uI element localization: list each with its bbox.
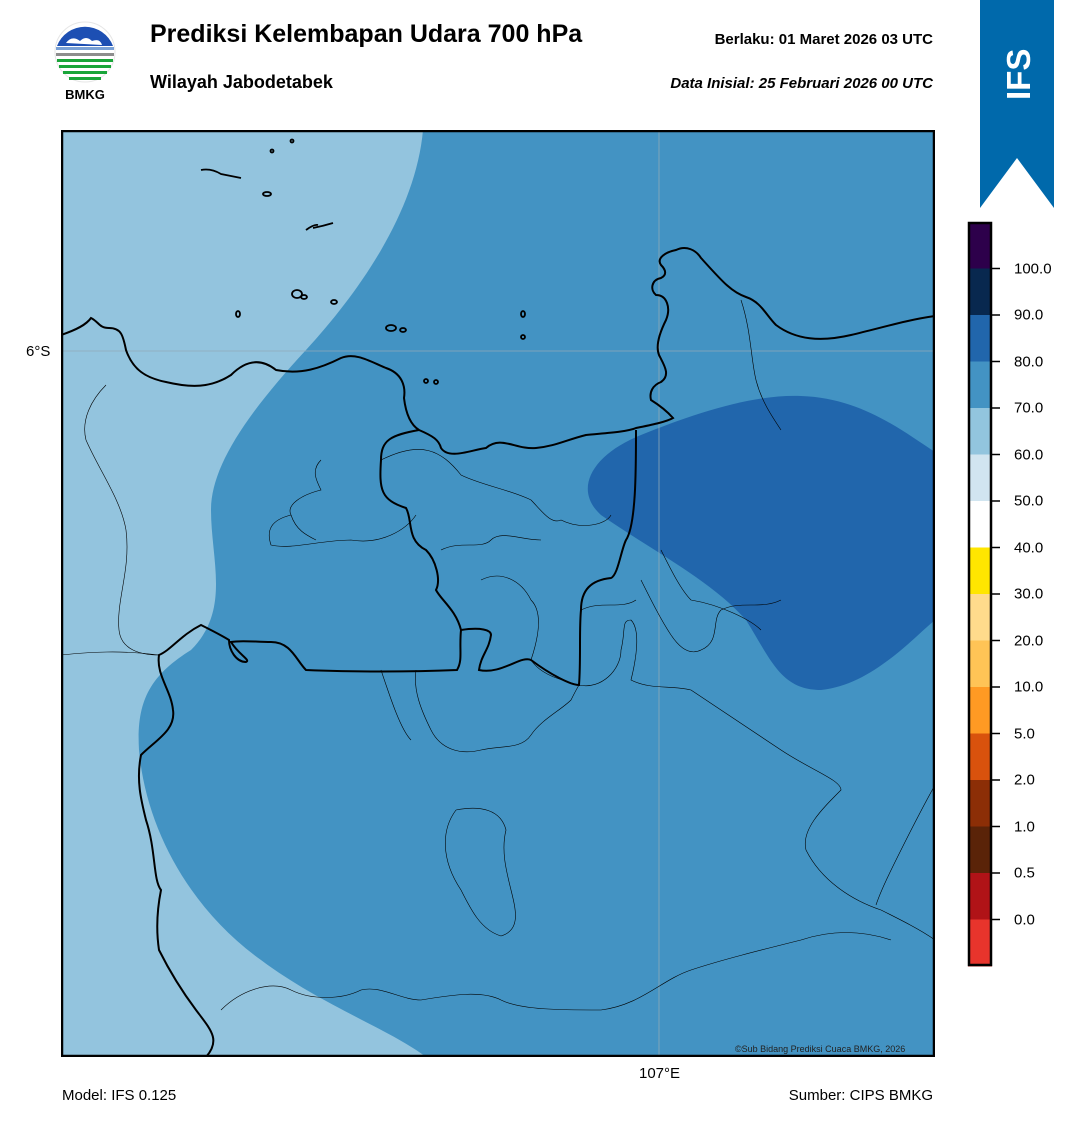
colorbar-label: 30.0 [1014,585,1044,603]
colorbar-label: 0.0 [1014,911,1035,928]
colorbar-label: 1.0 [1014,818,1035,835]
colorbar-label: 90.0 [1014,306,1044,324]
colorbar-border [967,221,993,967]
copyright-text: ©Sub Bidang Prediksi Cuaca BMKG, 2026 [735,1044,906,1054]
map-title: Prediksi Kelembapan Udara 700 hPa [150,20,583,48]
colorbar-segment [968,501,992,548]
colorbar-label: 2.0 [1014,771,1035,789]
colorbar-segment [968,315,992,362]
colorbar [967,221,1000,967]
map-border [61,130,935,1057]
source-label: Sumber: CIPS BMKG [788,1087,933,1104]
district-boundaries [61,299,935,1011]
colorbar-segment [968,687,992,734]
valid-time: Berlaku: 01 Maret 2026 03 UTC [714,31,933,48]
colorbar-segment [968,733,992,781]
model-label: Model: IFS 0.125 [62,1087,177,1104]
ifs-badge: IFS [980,0,1054,208]
colorbar-segment [968,780,992,827]
colorbar-label: 60.0 [1014,446,1044,463]
colorbar-segment [968,547,992,595]
colorbar-label: 0.5 [1014,864,1035,882]
ifs-badge-text: IFS [1000,49,1037,100]
bmkg-logo: BMKG [54,21,116,102]
province-boundary-west [137,429,463,1057]
colorbar-segment [968,594,992,641]
colorbar-label: 5.0 [1014,725,1035,742]
colorbar-label: 10.0 [1014,678,1044,696]
humidity-area-80-90 [587,395,935,690]
colorbar-segment [968,268,992,316]
colorbar-segment [968,222,992,269]
colorbar-label: 100.0 [1014,260,1052,277]
colorbar-segment [968,640,992,688]
colorbar-label: 40.0 [1014,539,1044,556]
province-boundary-east [460,429,637,687]
init-time: Data Inisial: 25 Februari 2026 00 UTC [670,75,933,92]
colorbar-label: 70.0 [1014,399,1044,417]
coastline [61,247,935,455]
colorbar-segment [968,408,992,455]
colorbar-label: 20.0 [1014,632,1044,649]
colorbar-label: 80.0 [1014,353,1044,370]
humidity-area-60-70 [61,130,426,1057]
map-subtitle: Wilayah Jabodetabek [150,72,333,92]
humidity-map [61,130,935,1057]
lon-tick-label: 107°E [639,1065,681,1082]
lat-tick-label: 6°S [26,343,51,360]
colorbar-label: 50.0 [1014,492,1044,510]
colorbar-segment [968,454,992,502]
colorbar-segment [968,873,992,920]
logo-text: BMKG [65,87,105,102]
colorbar-segment [968,826,992,874]
colorbar-segment [968,361,992,409]
colorbar-segment [968,919,992,967]
islands [200,138,526,385]
